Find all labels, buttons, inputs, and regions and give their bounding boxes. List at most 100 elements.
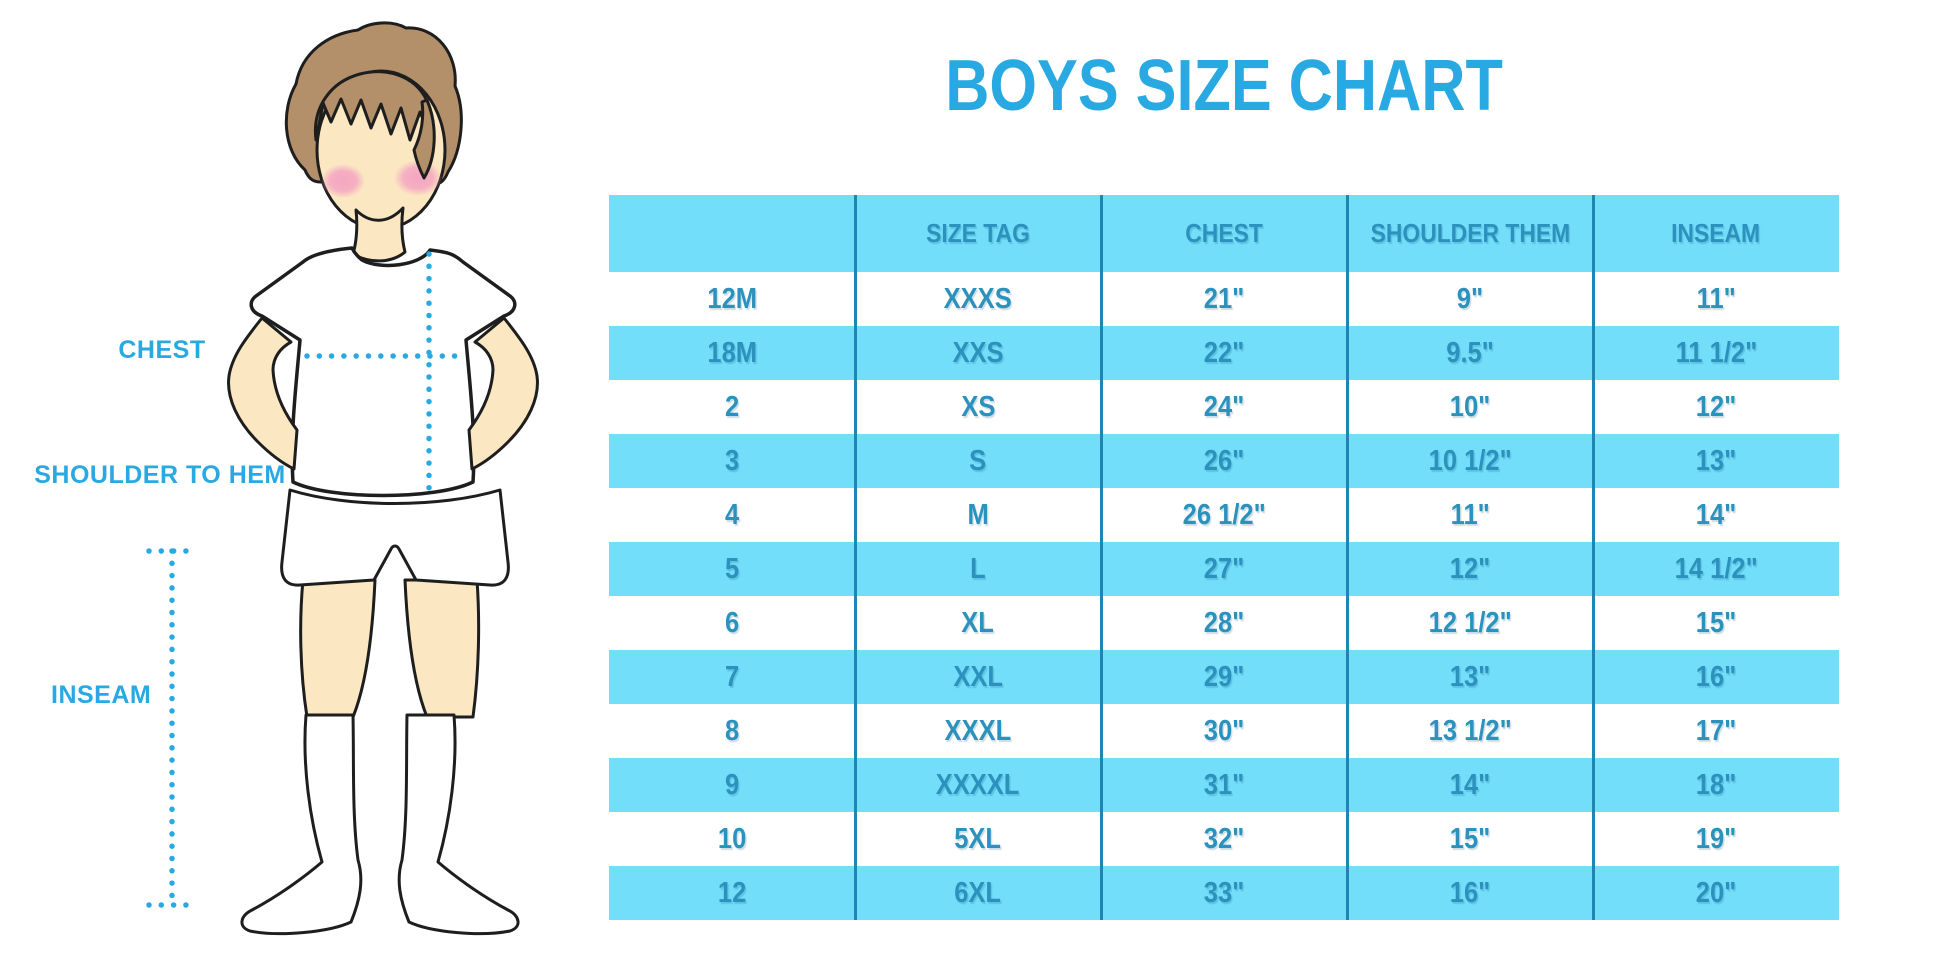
column-header-text: SHOULDER THEM <box>1370 218 1570 248</box>
table-cell-text: 13" <box>1449 660 1491 693</box>
table-cell-text: 14" <box>1449 768 1491 801</box>
left-arm <box>227 316 299 471</box>
table-cell-text: 11" <box>1696 282 1736 315</box>
table-cell-text: 5XL <box>954 822 1002 855</box>
left-sock <box>240 713 363 936</box>
table-cell: XXXXL <box>855 758 1101 812</box>
column-header: SIZE TAG <box>855 195 1101 272</box>
table-cell: 15" <box>1347 812 1593 866</box>
table-cell-text: 20" <box>1695 876 1737 909</box>
table-cell-text: 2 <box>724 390 740 423</box>
table-cell-text: 27" <box>1203 552 1245 585</box>
table-cell-text: 14" <box>1695 498 1737 531</box>
table-cell-text: 10 1/2" <box>1428 444 1512 477</box>
right-sock <box>397 713 520 936</box>
table-cell: 3 <box>609 434 855 488</box>
hair-side-lock <box>412 98 436 180</box>
table-cell-text: 12" <box>1695 390 1737 423</box>
table-cell-text: XXXXL <box>936 768 1020 801</box>
table-cell: 27" <box>1101 542 1347 596</box>
table-cell-text: 17" <box>1695 714 1737 747</box>
table-cell: 4 <box>609 488 855 542</box>
right-leg <box>403 578 481 719</box>
table-cell: 20" <box>1593 866 1839 920</box>
table-cell-text: 9.5" <box>1446 336 1494 369</box>
table-cell: 6 <box>609 596 855 650</box>
column-header-text: SIZE TAG <box>926 218 1030 248</box>
table-cell: XXXS <box>855 272 1101 326</box>
table-cell: 31" <box>1101 758 1347 812</box>
table-cell: 16" <box>1593 650 1839 704</box>
table-cell: XXS <box>855 326 1101 380</box>
table-cell-text: XXL <box>953 660 1003 693</box>
column-header-text: INSEAM <box>1671 218 1761 248</box>
table-cell: XS <box>855 380 1101 434</box>
table-cell-text: XXXS <box>943 282 1013 315</box>
table-cell-text: 15" <box>1695 606 1737 639</box>
column-header-text: CHEST <box>1185 218 1263 248</box>
table-cell: 18" <box>1593 758 1839 812</box>
table-cell: 22" <box>1101 326 1347 380</box>
table-cell-text: L <box>970 552 986 585</box>
table-cell: 19" <box>1593 812 1839 866</box>
table-cell: S <box>855 434 1101 488</box>
shoulder-to-hem-label: SHOULDER TO HEM <box>34 461 286 489</box>
table-cell: 12 <box>609 866 855 920</box>
inseam-label: INSEAM <box>51 681 152 709</box>
table-cell-text: 12 <box>717 876 747 909</box>
table-cell: 17" <box>1593 704 1839 758</box>
size-table: SIZE TAG CHEST SHOULDER THEM INSEAM 12M XXXS… <box>609 195 1839 920</box>
table-cell-text: M <box>967 498 989 531</box>
table-row: 9 XXXXL 31" 14" 18" <box>609 758 1839 812</box>
table-cell-text: 13" <box>1695 444 1737 477</box>
column-divider <box>1345 195 1349 920</box>
table-cell-text: 12M <box>707 282 757 315</box>
table-cell: 9 <box>609 758 855 812</box>
table-row: 18M XXS 22" 9.5" 11 1/2" <box>609 326 1839 380</box>
table-row: 10 5XL 32" 15" 19" <box>609 812 1839 866</box>
table-cell: 11" <box>1347 488 1593 542</box>
table-cell-text: 28" <box>1203 606 1245 639</box>
table-cell: 33" <box>1101 866 1347 920</box>
table-cell: 26 1/2" <box>1101 488 1347 542</box>
table-cell: 14 1/2" <box>1593 542 1839 596</box>
table-cell-text: 24" <box>1203 390 1245 423</box>
table-cell: 12M <box>609 272 855 326</box>
table-cell-text: 21" <box>1203 282 1245 315</box>
table-cell: 13" <box>1593 434 1839 488</box>
table-cell-text: 6 <box>724 606 740 639</box>
table-cell: 13" <box>1347 650 1593 704</box>
table-cell: 9.5" <box>1347 326 1593 380</box>
table-cell: 5 <box>609 542 855 596</box>
table-cell-text: XXS <box>952 336 1004 369</box>
table-cell-text: 26" <box>1203 444 1245 477</box>
table-cell-text: 16" <box>1449 876 1491 909</box>
table-row: 2 XS 24" 10" 12" <box>609 380 1839 434</box>
neck <box>351 206 407 263</box>
table-cell-text: 30" <box>1203 714 1245 747</box>
table-cell: L <box>855 542 1101 596</box>
boy-illustration <box>146 21 539 936</box>
table-cell: XL <box>855 596 1101 650</box>
table-cell: 8 <box>609 704 855 758</box>
blush-left <box>321 164 365 198</box>
size-table-header: SIZE TAG CHEST SHOULDER THEM INSEAM <box>609 195 1839 272</box>
table-cell: 29" <box>1101 650 1347 704</box>
table-cell: 10" <box>1347 380 1593 434</box>
table-cell-text: 6XL <box>954 876 1002 909</box>
column-divider <box>1591 195 1595 920</box>
table-cell-text: XL <box>961 606 995 639</box>
table-cell-text: 26 1/2" <box>1182 498 1266 531</box>
table-cell-text: 9 <box>724 768 740 801</box>
table-cell: 9" <box>1347 272 1593 326</box>
page-title: BOYS SIZE CHART <box>609 50 1839 126</box>
table-cell-text: 16" <box>1695 660 1737 693</box>
table-cell: 16" <box>1347 866 1593 920</box>
table-cell-text: 19" <box>1695 822 1737 855</box>
table-cell-text: 22" <box>1203 336 1245 369</box>
table-cell: 10 1/2" <box>1347 434 1593 488</box>
table-cell-text: 13 1/2" <box>1428 714 1512 747</box>
table-cell: 26" <box>1101 434 1347 488</box>
column-divider <box>1099 195 1103 920</box>
table-cell: 24" <box>1101 380 1347 434</box>
